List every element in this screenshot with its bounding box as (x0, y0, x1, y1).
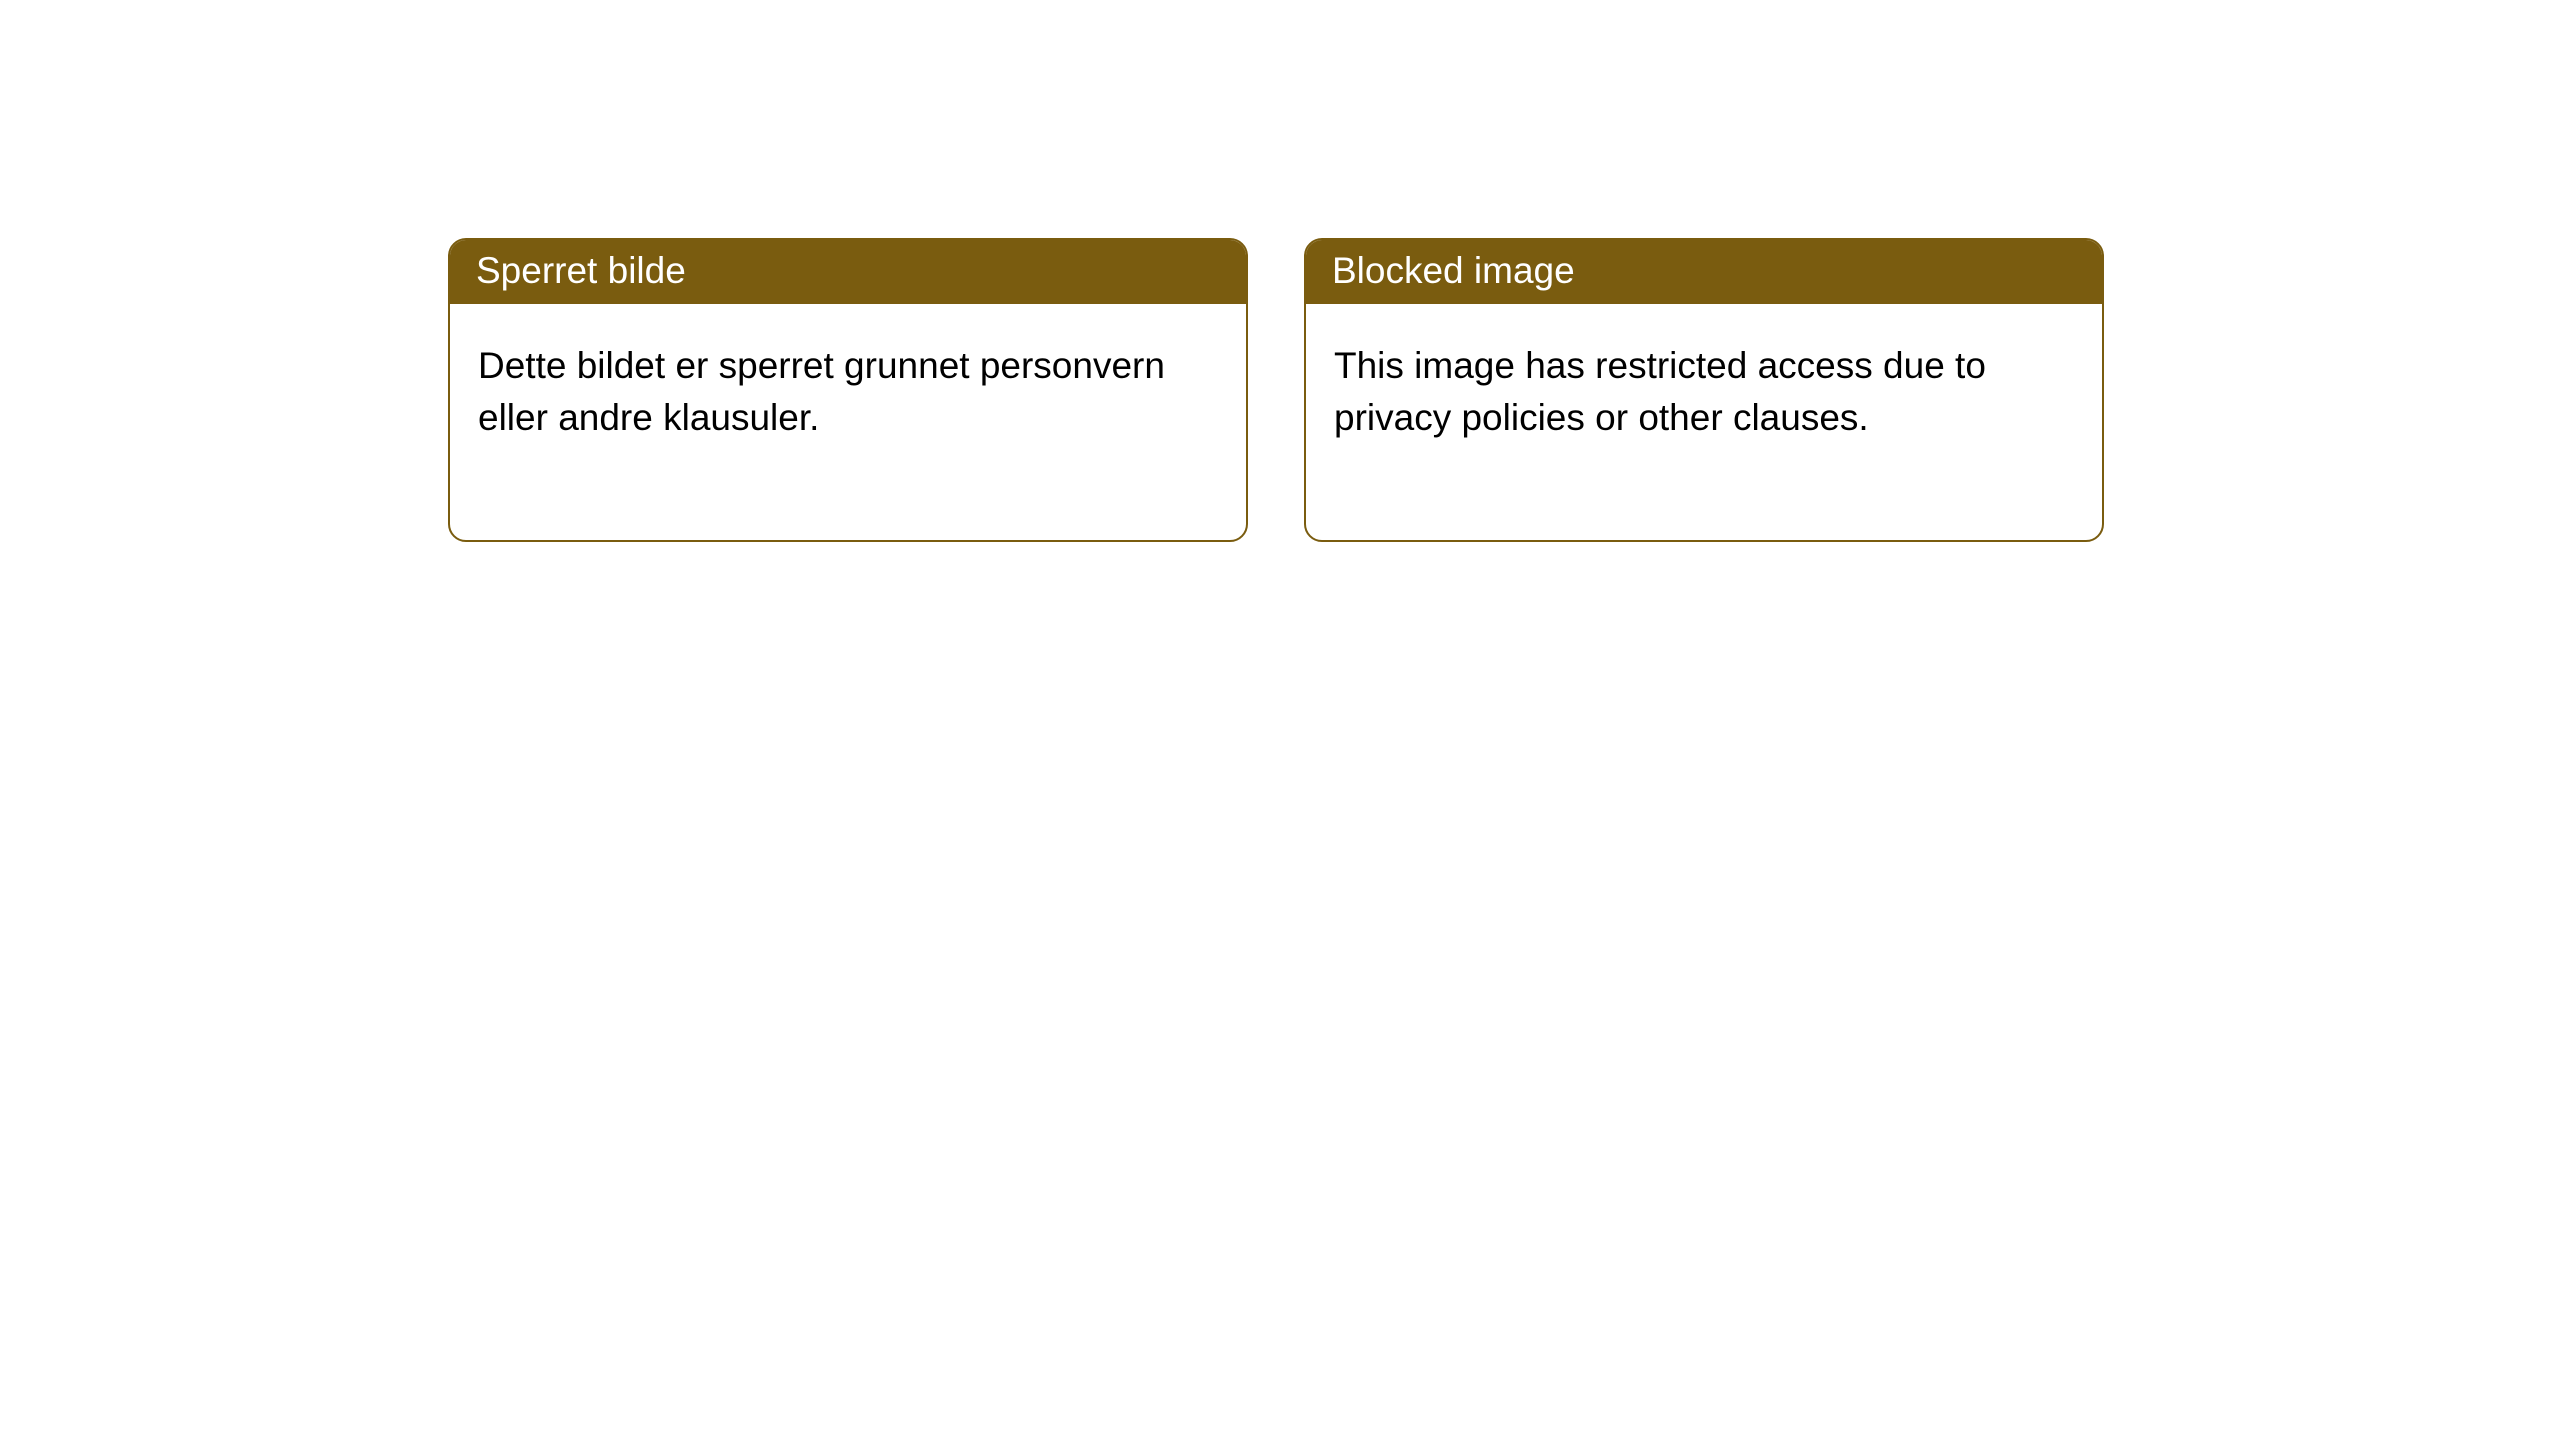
blocked-image-cards: Sperret bilde Dette bildet er sperret gr… (448, 238, 2560, 542)
blocked-image-card-norwegian: Sperret bilde Dette bildet er sperret gr… (448, 238, 1248, 542)
card-header: Blocked image (1306, 240, 2102, 304)
card-title: Sperret bilde (476, 250, 686, 291)
card-title: Blocked image (1332, 250, 1575, 291)
card-header: Sperret bilde (450, 240, 1246, 304)
card-message: This image has restricted access due to … (1334, 345, 1986, 438)
card-message: Dette bildet er sperret grunnet personve… (478, 345, 1165, 438)
blocked-image-card-english: Blocked image This image has restricted … (1304, 238, 2104, 542)
card-body: This image has restricted access due to … (1306, 304, 2102, 540)
card-body: Dette bildet er sperret grunnet personve… (450, 304, 1246, 540)
